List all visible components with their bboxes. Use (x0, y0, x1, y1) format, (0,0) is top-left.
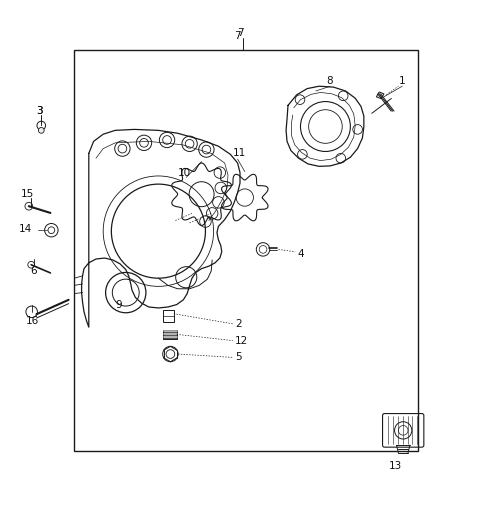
Text: 11: 11 (233, 148, 246, 159)
Text: 14: 14 (19, 224, 33, 234)
Text: 3: 3 (36, 106, 43, 116)
Text: 13: 13 (389, 462, 402, 471)
Text: 3: 3 (36, 106, 43, 116)
Text: 12: 12 (235, 336, 249, 346)
Text: 9: 9 (116, 299, 122, 310)
Text: 7: 7 (234, 31, 241, 41)
Polygon shape (376, 92, 384, 99)
Text: 2: 2 (235, 319, 242, 329)
Text: 7: 7 (238, 28, 244, 38)
Text: 15: 15 (21, 189, 34, 199)
Bar (163, 310, 174, 322)
Text: 1: 1 (398, 76, 405, 87)
Bar (163, 330, 177, 339)
Text: 6: 6 (30, 266, 36, 276)
Text: 8: 8 (326, 76, 333, 87)
Bar (74, 50, 418, 451)
Text: 10: 10 (178, 168, 191, 178)
Circle shape (38, 127, 44, 133)
Text: 16: 16 (25, 316, 39, 326)
Text: 5: 5 (235, 352, 242, 363)
Text: 4: 4 (298, 249, 304, 259)
